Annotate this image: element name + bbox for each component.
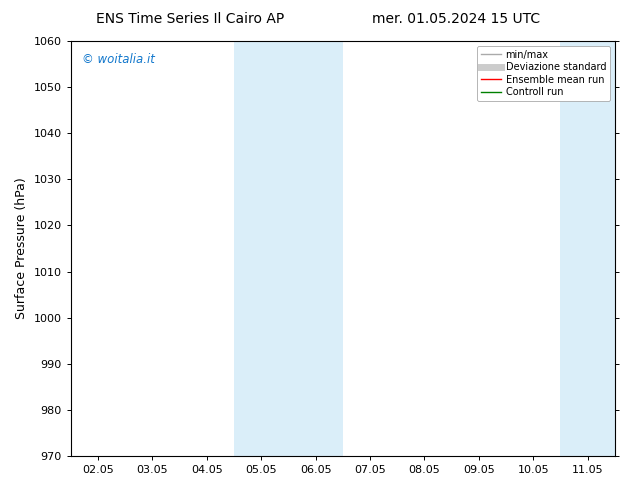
Text: ENS Time Series Il Cairo AP: ENS Time Series Il Cairo AP	[96, 12, 284, 26]
Text: mer. 01.05.2024 15 UTC: mer. 01.05.2024 15 UTC	[372, 12, 541, 26]
Bar	[234, 41, 343, 456]
Bar	[560, 41, 615, 456]
Legend: min/max, Deviazione standard, Ensemble mean run, Controll run: min/max, Deviazione standard, Ensemble m…	[477, 46, 610, 101]
Text: © woitalia.it: © woitalia.it	[82, 53, 155, 67]
Y-axis label: Surface Pressure (hPa): Surface Pressure (hPa)	[15, 178, 28, 319]
